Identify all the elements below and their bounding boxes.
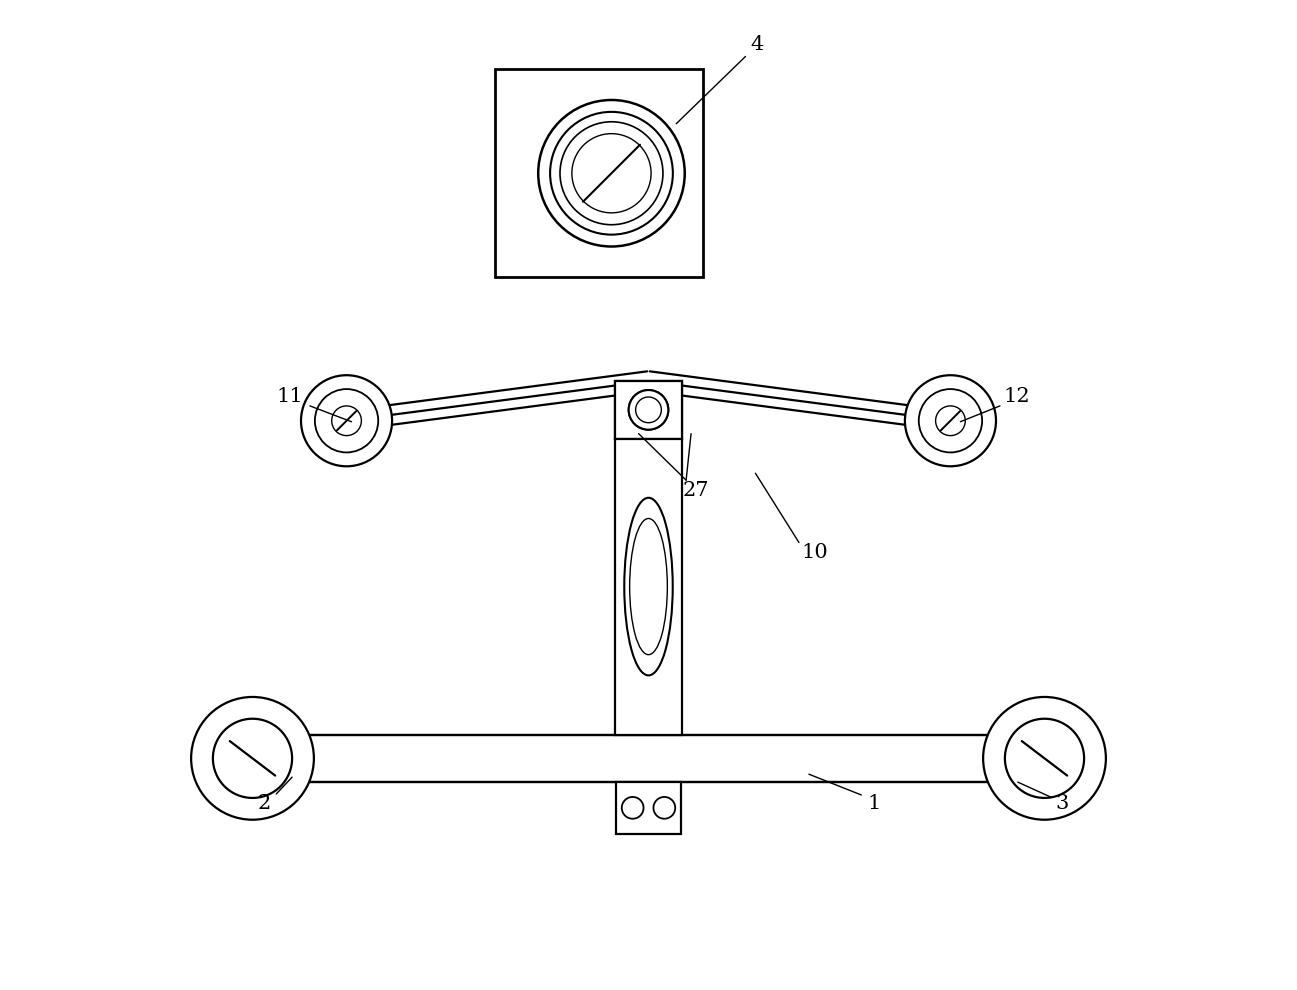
Circle shape bbox=[191, 697, 314, 820]
Circle shape bbox=[301, 375, 392, 466]
Bar bbox=[495, 69, 703, 277]
Circle shape bbox=[654, 797, 676, 819]
Circle shape bbox=[572, 134, 651, 213]
Circle shape bbox=[905, 375, 996, 466]
Circle shape bbox=[629, 390, 668, 430]
Circle shape bbox=[983, 697, 1106, 820]
Circle shape bbox=[935, 406, 965, 436]
Ellipse shape bbox=[629, 519, 668, 654]
Text: 2: 2 bbox=[258, 794, 271, 814]
Circle shape bbox=[1005, 719, 1084, 798]
Bar bbox=[615, 381, 682, 439]
Bar bbox=[223, 735, 1074, 782]
Text: 12: 12 bbox=[1004, 386, 1030, 406]
Circle shape bbox=[918, 389, 982, 452]
Text: 11: 11 bbox=[276, 386, 303, 406]
Text: 3: 3 bbox=[1056, 794, 1069, 814]
Circle shape bbox=[550, 112, 673, 235]
Text: 1: 1 bbox=[868, 794, 881, 814]
Circle shape bbox=[636, 397, 661, 423]
Circle shape bbox=[315, 389, 379, 452]
Circle shape bbox=[332, 406, 362, 436]
Bar bbox=[616, 782, 681, 834]
Text: 4: 4 bbox=[751, 35, 764, 54]
Ellipse shape bbox=[624, 498, 673, 675]
Circle shape bbox=[621, 797, 643, 819]
Bar bbox=[615, 381, 682, 439]
Text: 27: 27 bbox=[682, 480, 709, 500]
Bar bbox=[615, 439, 682, 735]
Circle shape bbox=[629, 390, 668, 430]
Circle shape bbox=[213, 719, 292, 798]
Circle shape bbox=[538, 100, 685, 247]
Text: 10: 10 bbox=[802, 543, 829, 562]
Circle shape bbox=[560, 122, 663, 225]
Circle shape bbox=[636, 397, 661, 423]
